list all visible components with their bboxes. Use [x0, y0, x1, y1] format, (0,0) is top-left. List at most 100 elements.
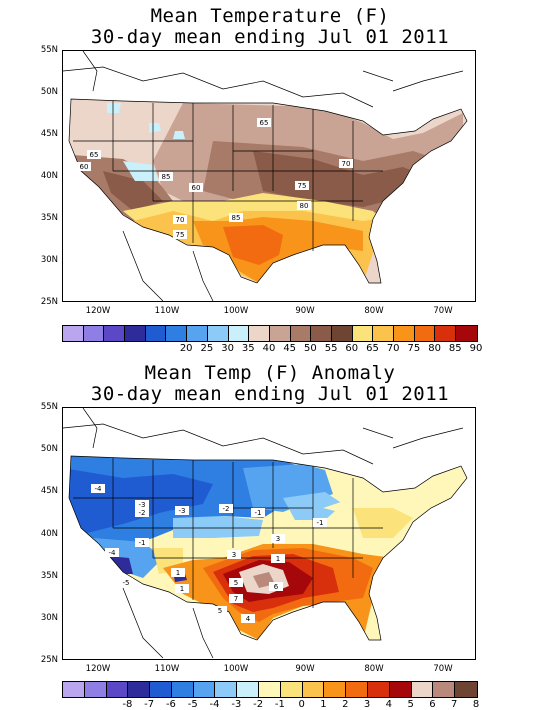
colorbar-tick-label: 90 — [469, 343, 483, 354]
colorbar-swatch — [193, 682, 216, 697]
colorbar-tick-label: 5 — [407, 699, 414, 710]
longitude-label: 100W — [223, 664, 249, 674]
svg-text:75: 75 — [298, 182, 307, 190]
contour-label: 80 — [297, 201, 311, 210]
contour-label: 70 — [339, 159, 353, 168]
longitude-label: 70W — [433, 664, 453, 674]
latitude-label: 35N — [40, 570, 58, 581]
colorbar-tick-label: -2 — [253, 699, 264, 710]
contour-label: 1 — [171, 568, 185, 577]
colorbar-swatch — [237, 682, 260, 697]
colorbar-tick-label: -8 — [122, 699, 133, 710]
colorbar-swatch — [455, 682, 477, 697]
colorbar-swatch — [63, 682, 85, 697]
svg-text:-1: -1 — [317, 519, 324, 527]
latitude-label: 25N — [40, 297, 58, 307]
svg-text:80: 80 — [300, 202, 309, 210]
colorbar-swatch — [373, 326, 394, 341]
longitude-label: 80W — [364, 664, 384, 674]
colorbar-swatch — [311, 326, 332, 341]
colorbar-tick-label: 45 — [283, 343, 297, 354]
contour-label: 75 — [173, 230, 187, 239]
contour-label: 1 — [271, 554, 285, 563]
colorbar-swatch — [290, 326, 312, 341]
colorbar-swatch — [269, 326, 291, 341]
colorbar-swatch — [171, 682, 194, 697]
contour-label: -1 — [251, 508, 265, 517]
longitude-label: 70W — [433, 306, 453, 316]
colorbar-tick-label: -5 — [187, 699, 198, 710]
svg-text:60: 60 — [80, 163, 89, 171]
svg-text:-4: -4 — [95, 485, 103, 493]
colorbar-swatch — [104, 326, 126, 341]
colorbar-swatch — [166, 326, 188, 341]
colorbar-tick-label: -1 — [274, 699, 285, 710]
svg-text:1: 1 — [176, 569, 180, 577]
colorbar-swatch — [389, 682, 412, 697]
contour-label: 85 — [229, 213, 243, 222]
colorbar-tick-label: 30 — [221, 343, 234, 354]
colorbar-tick-label: 0 — [298, 699, 305, 710]
svg-text:-1: -1 — [139, 539, 146, 547]
contour-label: 65 — [87, 150, 101, 159]
latitude-label: 45N — [40, 129, 58, 139]
top-map-svg: 65 65 60 85 60 70 75 80 85 70 75 — [63, 51, 468, 301]
colorbar-tick-label: 35 — [241, 343, 255, 354]
latitude-label: 50N — [40, 444, 58, 455]
colorbar-swatch — [456, 326, 477, 341]
svg-text:-5: -5 — [123, 579, 130, 587]
latitude-label: 45N — [40, 486, 58, 497]
svg-text:7: 7 — [234, 595, 238, 603]
latitude-label: 55N — [40, 402, 58, 412]
svg-text:85: 85 — [232, 214, 241, 222]
colorbar-swatch — [187, 326, 208, 341]
svg-text:5: 5 — [234, 579, 238, 587]
contour-label: 65 — [257, 118, 271, 127]
longitude-label: 90W — [295, 664, 315, 674]
longitude-label: 110W — [154, 664, 180, 674]
latitude-label: 30N — [40, 255, 58, 265]
colorbar-tick-label: 1 — [320, 699, 327, 710]
colorbar-tick-label: 20 — [179, 343, 193, 354]
colorbar-swatch — [84, 682, 107, 697]
contour-label: -1 — [313, 518, 327, 527]
contour-label: 70 — [173, 215, 187, 224]
colorbar-swatch — [433, 682, 456, 697]
colorbar-swatch — [324, 682, 347, 697]
longitude-label: 120W — [85, 664, 111, 674]
colorbar-swatch — [125, 326, 146, 341]
colorbar-swatch — [331, 326, 353, 341]
contour-label: 5 — [213, 606, 227, 615]
longitude-label: 90W — [295, 306, 315, 316]
bottom-contour-labels: -4 -3 -3 -2 -1 -2 -4 -1 -5 1 3 3 5 7 6 5… — [91, 484, 327, 623]
colorbar-swatch — [83, 326, 105, 341]
colorbar-swatch — [280, 682, 303, 697]
svg-text:85: 85 — [162, 173, 171, 181]
contour-label: -2 — [219, 504, 233, 513]
bottom-title-line1: Mean Temp (F) Anomaly — [144, 362, 396, 384]
latitude-label: 40N — [40, 528, 58, 539]
colorbar-swatch — [411, 682, 434, 697]
latitude-label: 35N — [40, 213, 58, 223]
colorbar-swatch — [367, 682, 390, 697]
colorbar-tick-label: 3 — [363, 699, 371, 710]
contour-label: 6 — [269, 582, 283, 591]
colorbar-tick-label: 65 — [366, 343, 379, 354]
latitude-label: 25N — [40, 655, 58, 665]
contour-label: 3 — [271, 534, 285, 543]
longitude-label: 120W — [85, 306, 111, 316]
svg-text:-2: -2 — [139, 509, 146, 517]
svg-text:65: 65 — [90, 151, 99, 159]
colorbar-tick-label: -6 — [165, 699, 176, 710]
contour-label: 60 — [189, 183, 203, 192]
top-title-line2: 30-day mean ending Jul 01 2011 — [90, 26, 450, 48]
colorbar-tick-label: 60 — [345, 343, 359, 354]
svg-text:3: 3 — [276, 535, 280, 543]
contour-label: 4 — [241, 614, 255, 623]
svg-text:6: 6 — [274, 583, 279, 591]
longitude-label: 110W — [154, 306, 180, 316]
svg-text:1: 1 — [180, 585, 184, 593]
colorbar-tick-label: 2 — [342, 699, 349, 710]
svg-text:3: 3 — [232, 551, 236, 559]
contour-label: -1 — [135, 538, 149, 547]
